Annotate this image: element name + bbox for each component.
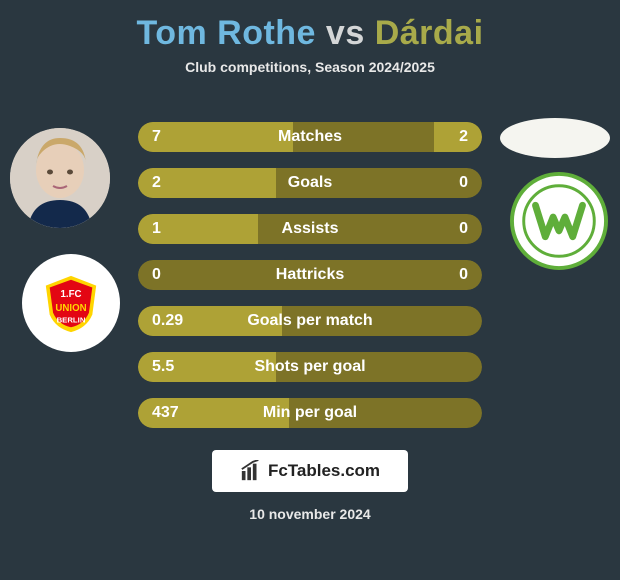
stat-label: Hattricks [276,266,344,284]
player1-name: Tom Rothe [136,14,316,52]
stat-value-right: 0 [459,174,468,192]
bar-right-fill [434,122,482,152]
svg-text:UNION: UNION [55,303,86,314]
player1-silhouette-icon [10,128,110,228]
stat-label: Assists [282,220,339,238]
date-text: 10 november 2024 [0,506,620,522]
svg-text:BERLIN: BERLIN [57,315,86,324]
stat-row: Min per goal 437 [138,398,482,428]
stat-row: Matches 7 2 [138,122,482,152]
brand-text: FcTables.com [268,461,380,481]
union-berlin-icon: 1.FC UNION BERLIN [40,272,102,334]
player2-club-badge [510,172,608,270]
subtitle: Club competitions, Season 2024/2025 [0,59,620,75]
stat-row: Shots per goal 5.5 [138,352,482,382]
stat-value-left: 7 [152,128,161,146]
player2-name: Dárdai [375,14,484,52]
stat-value-right: 0 [459,266,468,284]
stat-row: Goals 2 0 [138,168,482,198]
stat-row: Assists 1 0 [138,214,482,244]
wolfsburg-icon [510,172,608,270]
stat-value-right: 2 [459,128,468,146]
stat-label: Shots per goal [254,358,365,376]
stat-value-left: 2 [152,174,161,192]
stat-value-left: 0.29 [152,312,183,330]
stat-value-right: 0 [459,220,468,238]
player1-club-badge: 1.FC UNION BERLIN [22,254,120,352]
bar-left-fill [138,122,293,152]
brand-badge[interactable]: FcTables.com [212,450,408,492]
stat-label: Min per goal [263,404,357,422]
stat-value-left: 5.5 [152,358,174,376]
player1-avatar [10,128,110,228]
vs-text: vs [326,14,365,52]
stat-value-left: 437 [152,404,179,422]
comparison-title: Tom Rothe vs Dárdai [0,0,620,53]
stat-row: Goals per match 0.29 [138,306,482,336]
svg-text:1.FC: 1.FC [61,289,82,300]
stat-label: Goals [288,174,332,192]
stat-value-left: 1 [152,220,161,238]
player2-avatar [500,118,610,158]
stats-bars: Matches72Goals20Assists10Hattricks00Goal… [138,122,482,444]
stat-label: Matches [278,128,342,146]
stat-row: Hattricks 0 0 [138,260,482,290]
stat-label: Goals per match [247,312,372,330]
fctables-logo-icon [240,460,262,482]
stat-value-left: 0 [152,266,161,284]
